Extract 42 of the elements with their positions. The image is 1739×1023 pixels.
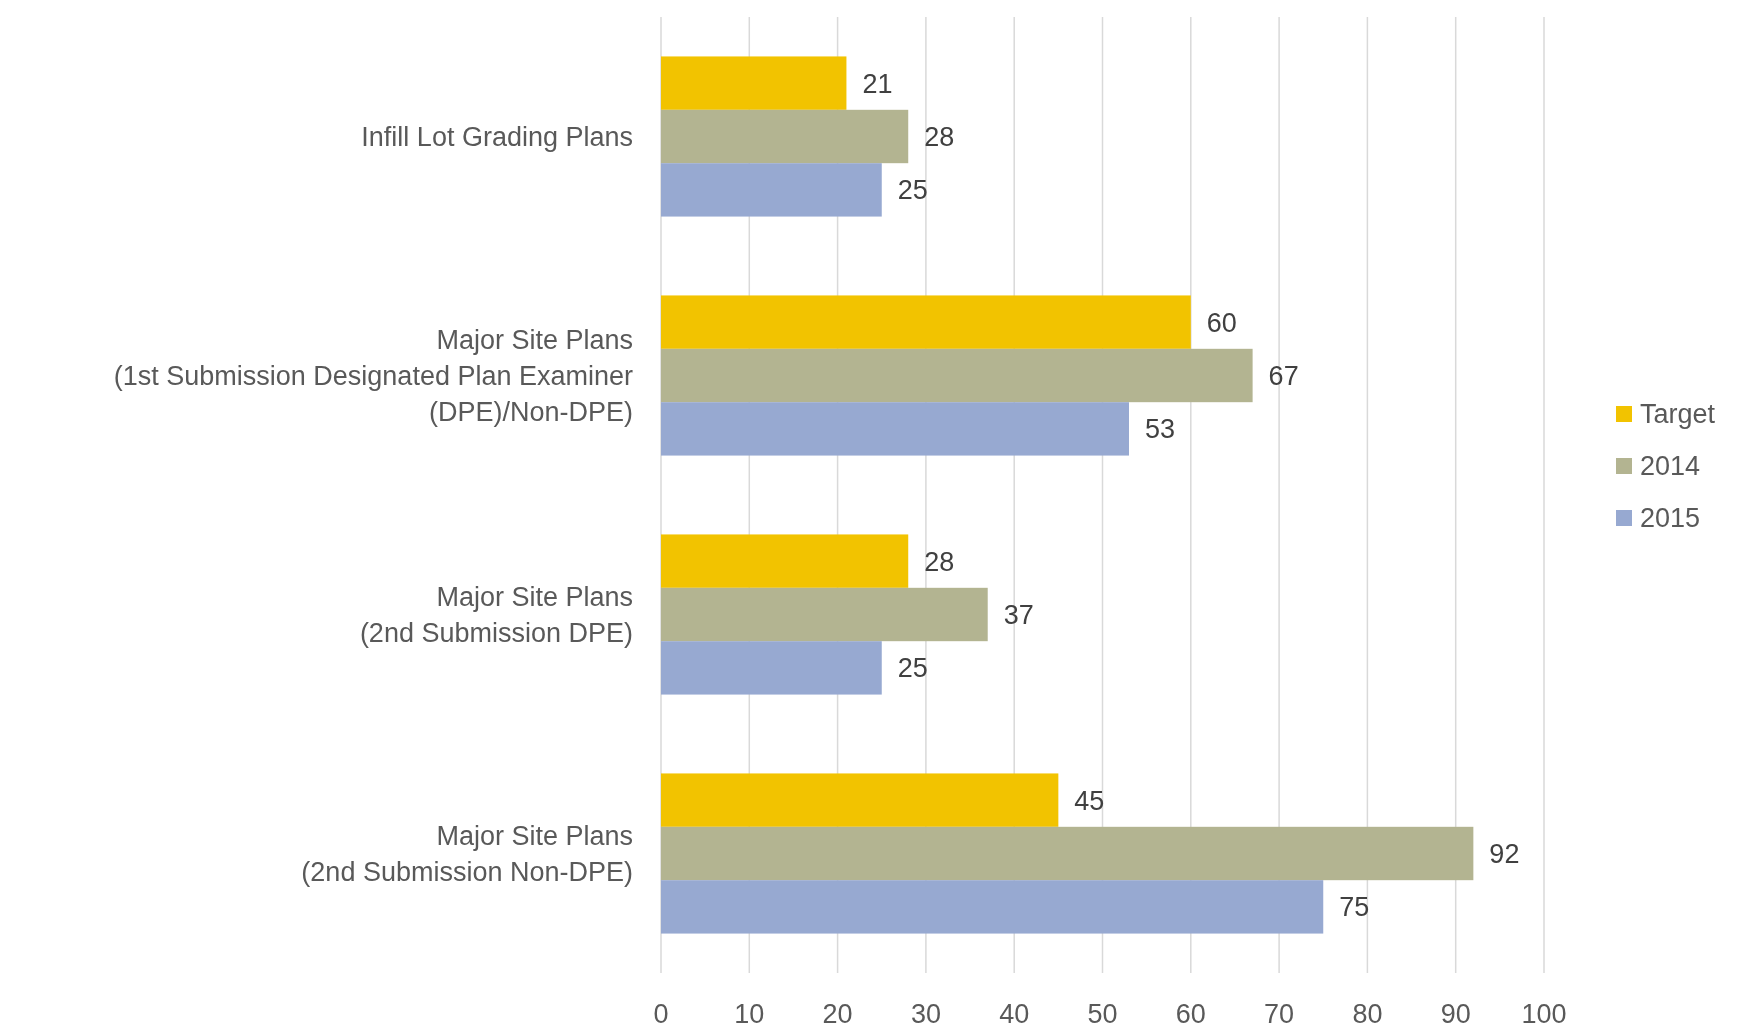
bar (661, 402, 1129, 456)
x-tick-label: 50 (1087, 999, 1118, 1023)
y-tick-label: Major Site Plans (2nd Submission DPE) (359, 581, 633, 648)
bar (661, 587, 988, 642)
data-label: 25 (897, 175, 928, 206)
x-tick-label: 90 (1440, 999, 1471, 1023)
bar (661, 826, 1474, 881)
bar (661, 109, 909, 164)
data-label: 37 (1003, 599, 1034, 630)
bar (661, 295, 1191, 349)
bar (661, 773, 1059, 827)
data-label: 92 (1489, 838, 1520, 869)
legend-label: 2015 (1640, 503, 1701, 534)
x-tick-label: 40 (999, 999, 1030, 1023)
bar (661, 348, 1253, 403)
x-tick-label: 80 (1352, 999, 1383, 1023)
x-tick-label: 10 (734, 999, 765, 1023)
y-tick-label: Major Site Plans (1st Submission Designated Plan Examiner (DPE)/Non-DPE) (113, 324, 634, 427)
legend-label: 2014 (1640, 451, 1701, 482)
bar (661, 641, 882, 695)
x-tick-label: 30 (910, 999, 941, 1023)
x-tick-label: 60 (1175, 999, 1206, 1023)
x-tick-label: 20 (822, 999, 853, 1023)
x-tick-label: 70 (1264, 999, 1295, 1023)
y-tick-label: Major Site Plans (2nd Submission Non-DPE) (301, 820, 633, 887)
bar (661, 56, 847, 110)
data-label: 28 (924, 121, 955, 152)
data-label: 21 (862, 68, 893, 99)
x-tick-label: 0 (653, 999, 669, 1023)
data-label: 67 (1268, 360, 1299, 391)
data-label: 75 (1339, 892, 1370, 923)
data-label: 53 (1144, 414, 1176, 445)
data-label: 45 (1074, 785, 1105, 816)
data-label: 28 (924, 546, 955, 577)
data-label: 25 (897, 653, 928, 684)
legend-label: Target (1640, 399, 1716, 430)
y-tick-label: Infill Lot Grading Plans (361, 121, 633, 152)
x-tick-label: 100 (1521, 999, 1567, 1023)
bar (661, 534, 909, 588)
data-label: 60 (1206, 307, 1237, 338)
bar (661, 880, 1324, 934)
bar (661, 163, 882, 217)
